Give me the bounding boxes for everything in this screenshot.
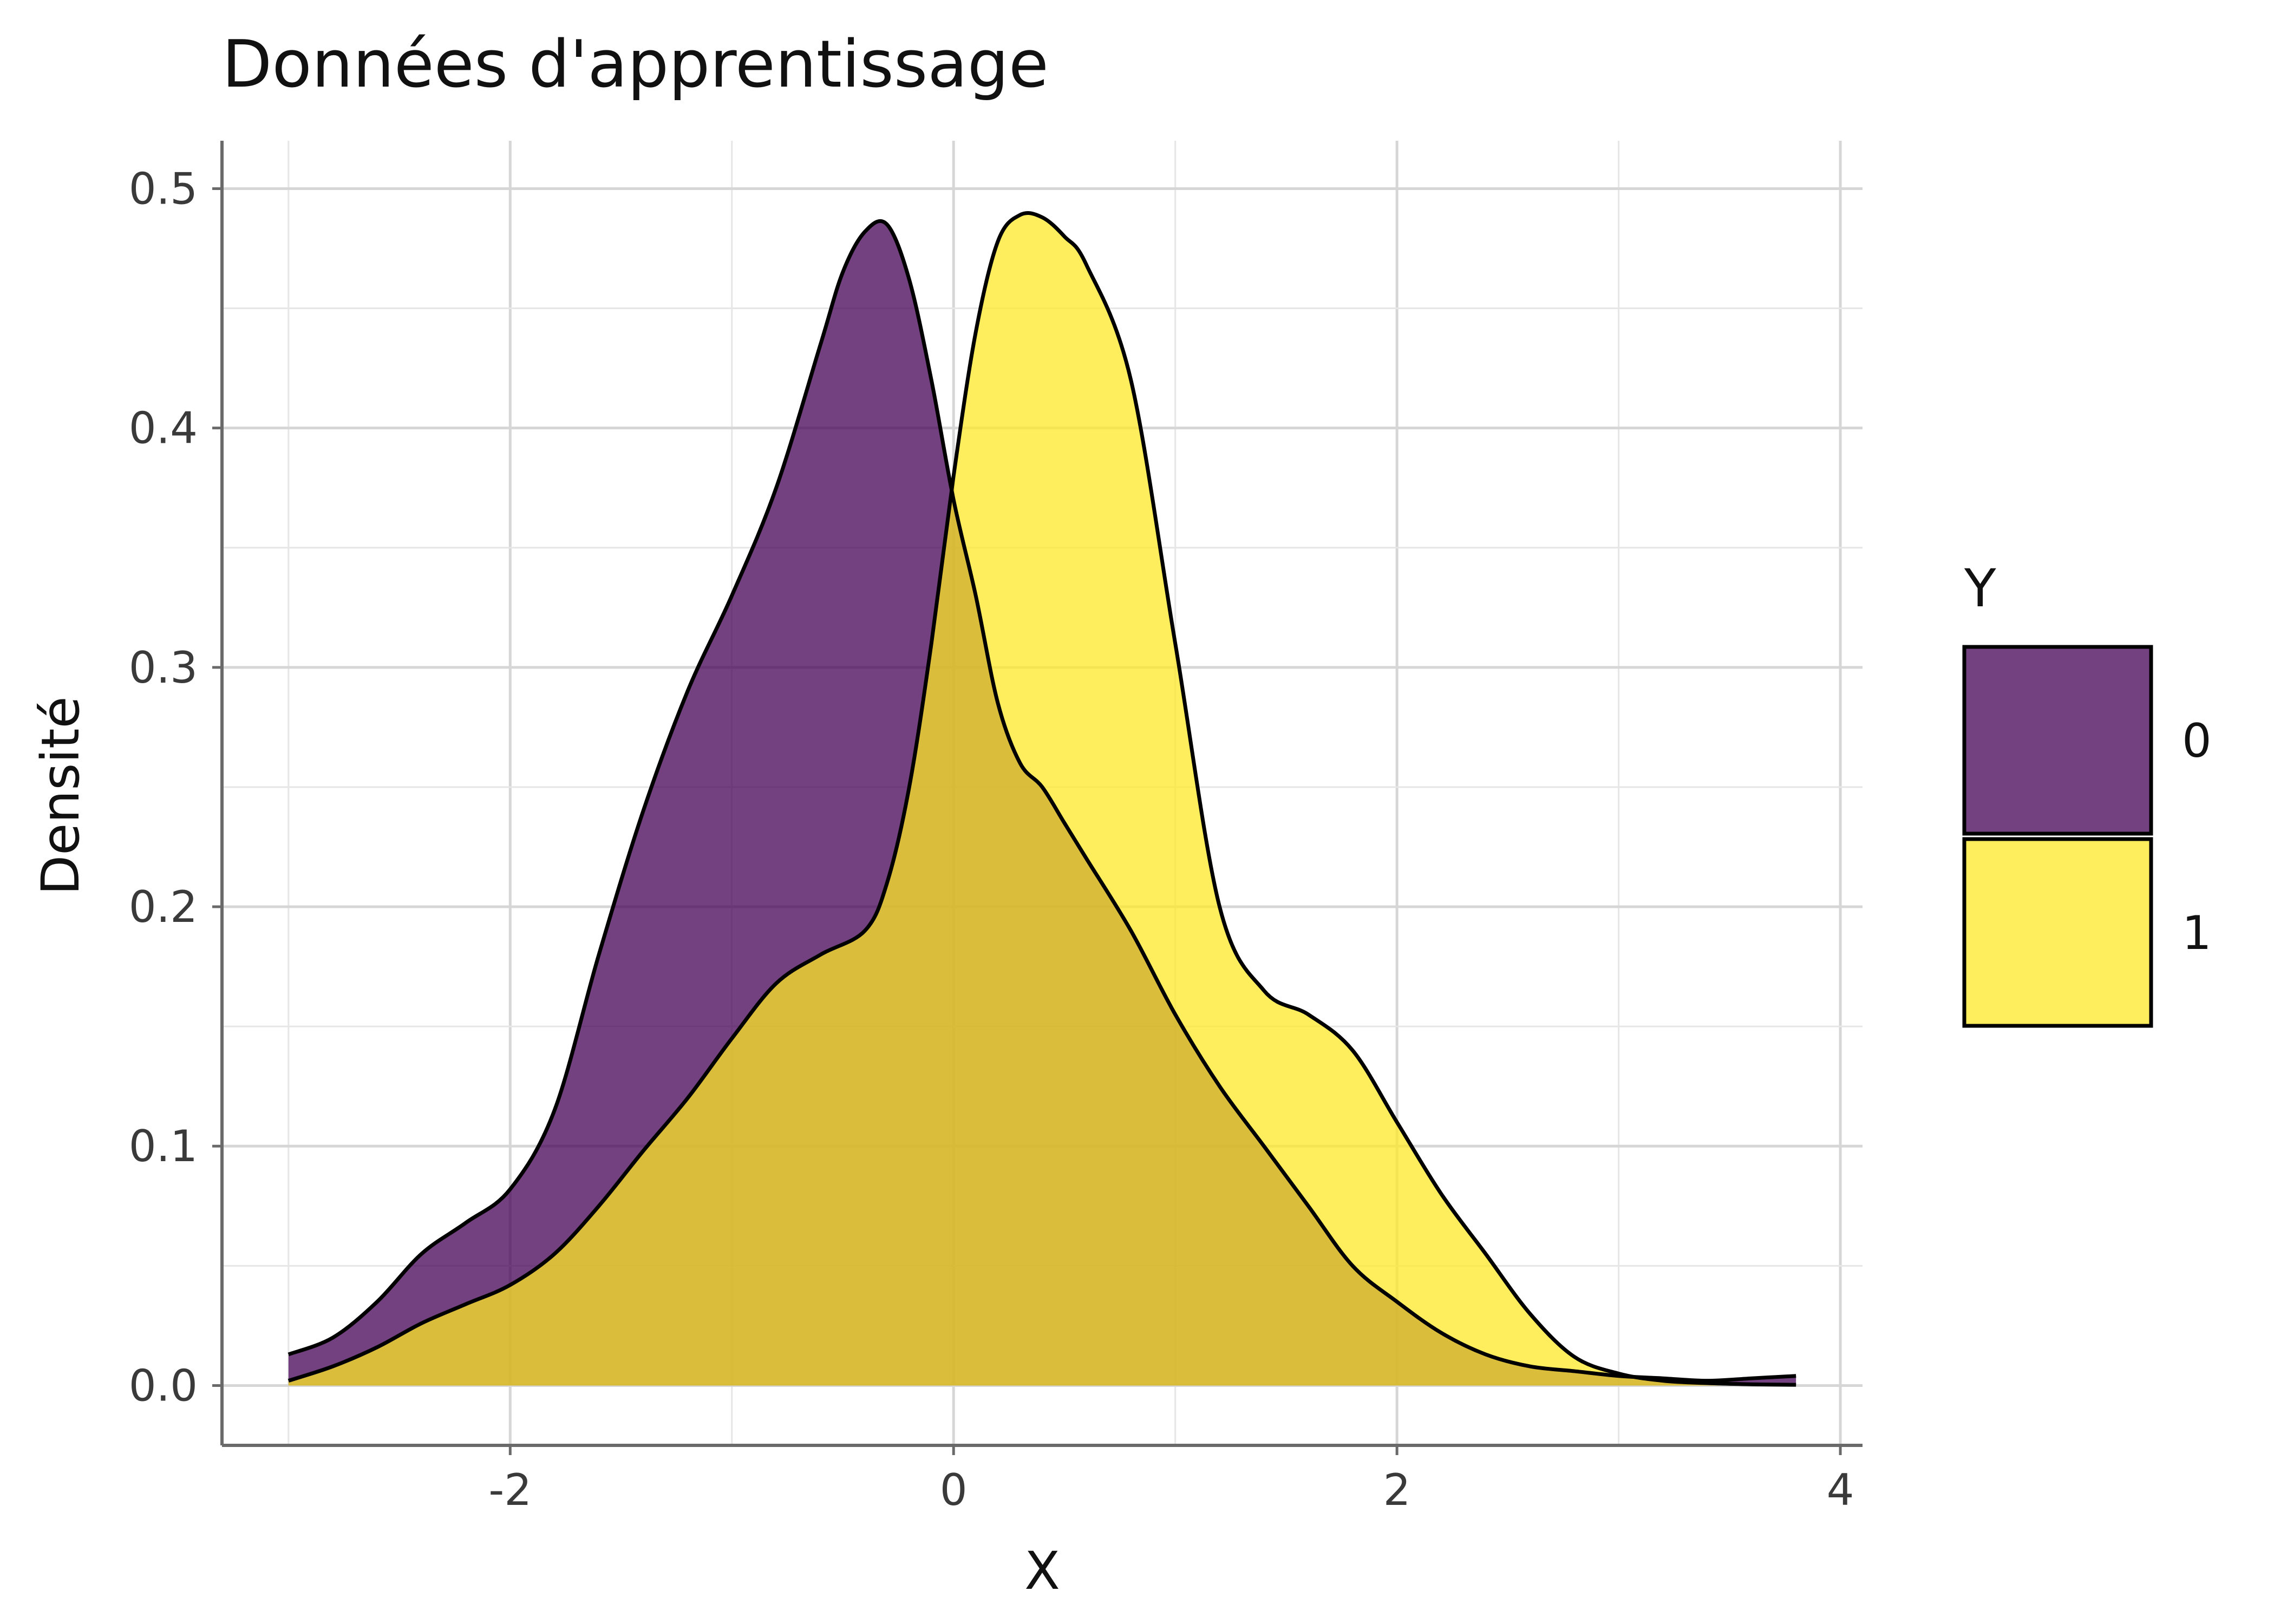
y-tick-label: 0.0	[129, 1360, 198, 1411]
chart-title: Données d'apprentissage	[222, 27, 1049, 102]
y-tick-label: 0.1	[129, 1121, 198, 1171]
legend-swatch-0	[1962, 645, 2153, 836]
y-tick-label: 0.5	[129, 163, 198, 214]
axes: -2 0 2 4 0.0 0.1 0.2 0.3 0.4 0.5	[129, 141, 1863, 1515]
legend: Y 01	[1962, 558, 2212, 1028]
x-axis-title: X	[1024, 1541, 1060, 1601]
y-axis-title: Densité	[30, 696, 91, 895]
legend-title: Y	[1964, 558, 1996, 619]
y-tick-label: 0.4	[129, 403, 198, 454]
y-tick-label: 0.2	[129, 882, 198, 932]
x-tick-label: 0	[940, 1465, 968, 1515]
y-tick-label: 0.3	[129, 643, 198, 693]
density-curve-0	[287, 219, 1796, 1383]
density-areas	[288, 213, 1796, 1386]
legend-label-0: 0	[2182, 714, 2212, 768]
legend-label-1: 1	[2182, 906, 2212, 960]
x-tick-label: 4	[1827, 1465, 1854, 1515]
legend-swatch-1	[1962, 837, 2153, 1028]
legend-items: 01	[1962, 645, 2212, 1028]
density-outlines	[287, 211, 1796, 1387]
x-tick-label: -2	[488, 1465, 532, 1515]
x-tick-label: 2	[1383, 1465, 1411, 1515]
density-curve-1	[287, 211, 1796, 1387]
density-area-1	[288, 213, 1796, 1386]
